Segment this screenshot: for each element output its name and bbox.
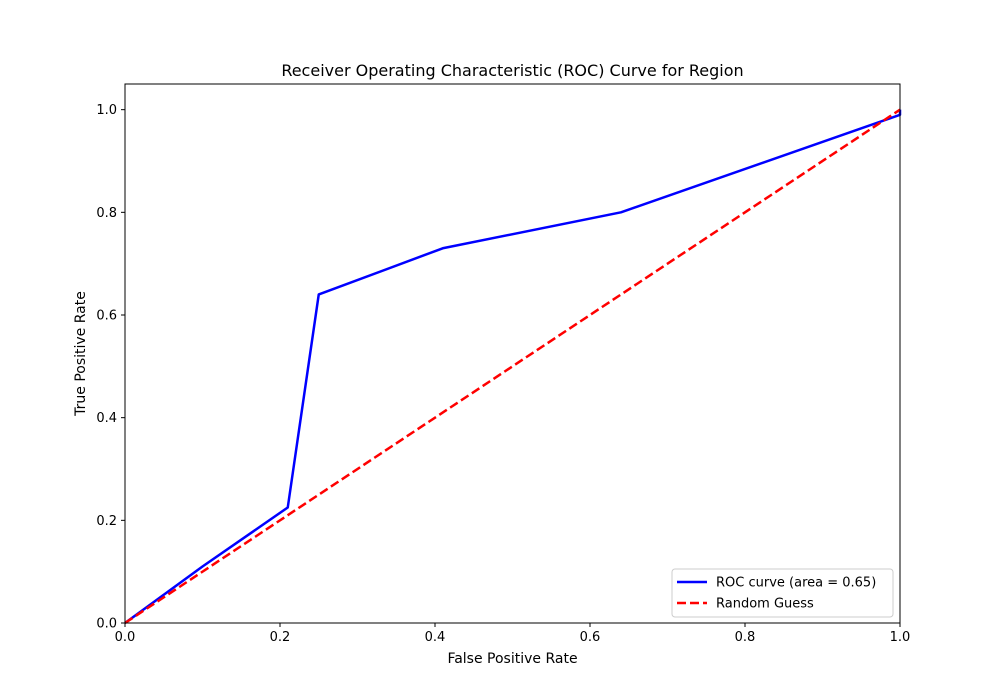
y-tick-label: 1.0 <box>96 103 117 118</box>
x-tick-label: 0.8 <box>735 630 756 645</box>
series-line-roc-curve <box>124 109 902 625</box>
y-tick-label: 0.6 <box>96 309 117 324</box>
y-tick-label: 0.2 <box>96 514 117 529</box>
axis-ticks: 0.0 0.2 0.4 0.6 0.8 1.0 0.0 0.2 0.4 0.6 0.8 1.0 <box>96 103 910 645</box>
x-tick-label: 0.6 <box>580 630 601 645</box>
x-tick-label: 1.0 <box>890 630 911 645</box>
x-tick-label: 0.0 <box>115 630 136 645</box>
legend-label-roc-curve: ROC curve (area = 0.65) <box>716 576 876 591</box>
y-tick-label: 0.8 <box>96 206 117 221</box>
y-tick-label: 0.4 <box>96 411 117 426</box>
x-axis-label: False Positive Rate <box>447 651 577 667</box>
y-tick-label: 0.0 <box>96 617 117 632</box>
plot-area <box>124 108 902 625</box>
x-tick-label: 0.4 <box>425 630 446 645</box>
series-line-random-guess <box>124 108 901 625</box>
legend-box <box>671 568 894 618</box>
y-axis-label: True Positive Rate <box>73 291 89 417</box>
plot-frame <box>124 83 901 624</box>
legend-label-random-guess: Random Guess <box>716 597 814 612</box>
chart-title: Receiver Operating Characteristic (ROC) … <box>281 61 743 80</box>
x-tick-label: 0.2 <box>270 630 291 645</box>
legend: ROC curve (area = 0.65) Random Guess <box>671 568 894 618</box>
